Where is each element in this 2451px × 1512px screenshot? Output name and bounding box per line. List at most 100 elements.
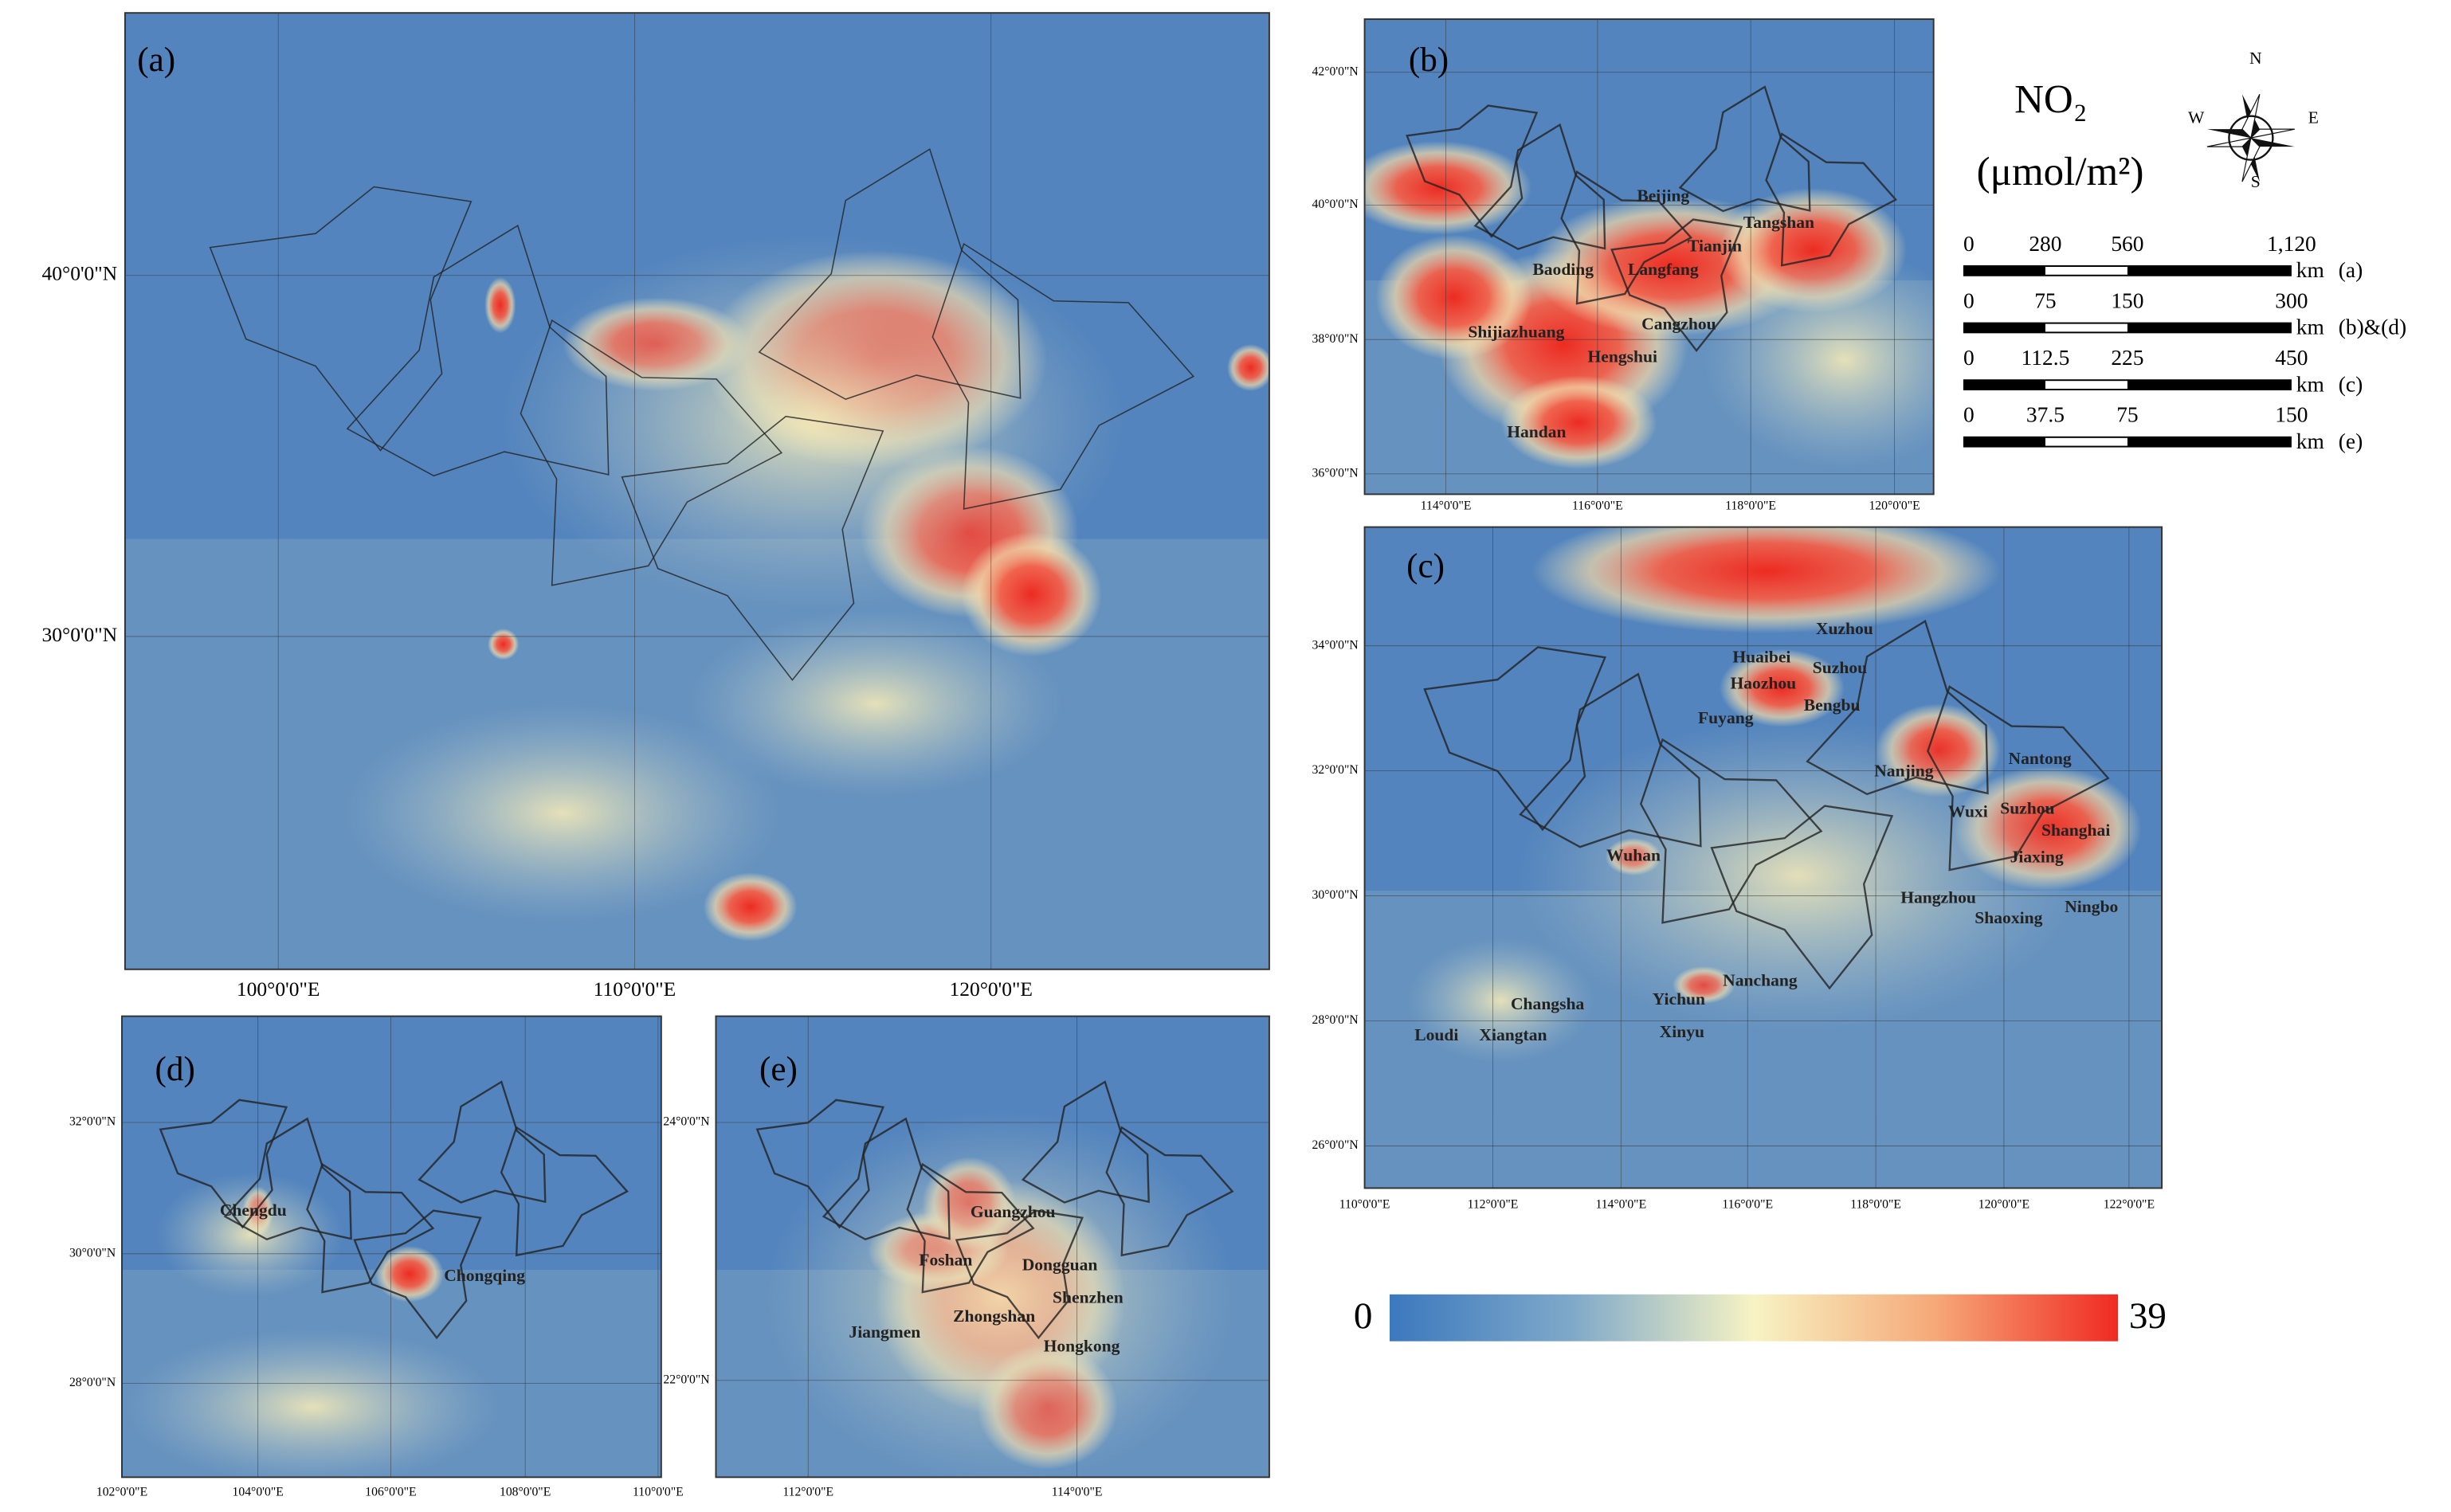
scale-tick-label: 280: [2029, 232, 2061, 256]
no2-hotspot: [156, 1172, 344, 1298]
scale-tick-label: 0: [1963, 288, 1975, 312]
map-panel: [1364, 527, 2163, 1189]
city-label: Langfang: [1628, 260, 1699, 279]
panel-frame: [715, 1015, 1270, 1479]
longitude-label: 106°0'0"E: [365, 1486, 416, 1499]
panel-label: (d): [155, 1051, 195, 1088]
no2-hotspot: [1406, 938, 1594, 1063]
city-label: Shijiazhuang: [1468, 322, 1564, 341]
city-label: Hengshui: [1588, 347, 1657, 366]
no2-hotspot: [1704, 250, 1934, 469]
boundary: [758, 148, 1022, 400]
boundary: [520, 319, 783, 586]
latitude-label: 40°0'0"N: [42, 262, 118, 285]
city-label: Foshan: [919, 1251, 972, 1270]
boundary: [306, 1162, 435, 1294]
city-label: Zhongshan: [953, 1306, 1035, 1326]
city-label: Wuhan: [1606, 845, 1661, 864]
latitude-label: 30°0'0"N: [42, 623, 118, 646]
longitude-label: 118°0'0"E: [1725, 499, 1776, 513]
scale-tick-label: 75: [2116, 403, 2138, 427]
city-label: Nantong: [2009, 749, 2072, 768]
no2-hotspot: [1516, 719, 2080, 1032]
boundary: [1519, 672, 1702, 848]
scale-bar-segment: [2045, 381, 2127, 389]
map-panel: [716, 1016, 1269, 1478]
panel-label: (b): [1409, 41, 1449, 79]
no2-hotspot: [1364, 141, 1532, 235]
longitude-label: 112°0'0"E: [1468, 1198, 1519, 1212]
colorbar-min: 0: [1354, 1295, 1373, 1337]
colorbar: [1389, 1294, 2119, 1342]
city-label: Chengdu: [220, 1201, 287, 1220]
no2-hotspot: [688, 609, 1063, 797]
city-label: Nanjing: [1874, 762, 1934, 781]
city-label: Dongguan: [1022, 1255, 1098, 1274]
city-label: Suzhou: [2000, 799, 2054, 818]
boundary: [159, 1099, 288, 1229]
latitude-label: 28°0'0"N: [1312, 1013, 1359, 1027]
boundary: [1806, 619, 1989, 796]
city-label: Jiaxing: [2010, 847, 2064, 866]
scale-tick-label: 1,120: [2267, 232, 2316, 256]
boundary: [1639, 738, 1823, 924]
compass-east: E: [2308, 108, 2319, 127]
no2-hotspot: [500, 234, 1126, 610]
no2-hotspot: [703, 872, 798, 942]
longitude-label: 116°0'0"E: [1572, 499, 1623, 513]
no2-hotspot: [343, 703, 782, 922]
no2-hotspot: [375, 1246, 445, 1302]
city-label: Jiangmen: [849, 1322, 920, 1342]
latitude-label: 26°0'0"N: [1312, 1138, 1359, 1152]
city-label: Shanghai: [2041, 821, 2110, 840]
boundary: [822, 1117, 951, 1241]
scale-tick-label: 112.5: [2022, 346, 2070, 370]
map-panel: [122, 1016, 661, 1478]
boundary: [500, 1126, 629, 1257]
scale-panels: (e): [2339, 429, 2363, 453]
scale-tick-label: 150: [2111, 288, 2143, 312]
panel-label: (e): [759, 1051, 798, 1088]
no2-hotspot: [1719, 648, 1845, 727]
scale-tick-label: 300: [2275, 288, 2308, 312]
city-label: Ningbo: [2065, 897, 2118, 916]
longitude-label: 110°0'0"E: [1339, 1198, 1390, 1212]
map-panel: [1364, 19, 1934, 495]
boundary: [931, 242, 1195, 510]
scale-tick-label: 75: [2034, 288, 2056, 312]
city-label: Xinyu: [1660, 1022, 1704, 1041]
city-label: Nanchang: [1723, 970, 1798, 989]
city-label: Bengbu: [1804, 695, 1861, 715]
city-label: Beijing: [1637, 186, 1689, 206]
panel-label: (c): [1406, 547, 1445, 585]
boundary: [1473, 123, 1606, 250]
city-label: Shaoxing: [1975, 908, 2042, 927]
latitude-label: 36°0'0"N: [1312, 467, 1359, 480]
boundary: [209, 186, 473, 452]
longitude-label: 120°0'0"E: [1869, 499, 1920, 513]
boundary: [418, 1080, 547, 1204]
city-label: Changsha: [1511, 994, 1585, 1013]
city-label: Baoding: [1532, 260, 1594, 279]
boundary: [1021, 1080, 1150, 1204]
no2-hotspot: [1500, 375, 1657, 470]
scale-unit: km: [2296, 372, 2324, 396]
city-label: Hongkong: [1044, 1336, 1120, 1355]
city-label: Xuzhou: [1816, 619, 1873, 638]
compass-north: N: [2249, 49, 2262, 68]
longitude-label: 120°0'0"E: [1978, 1198, 2029, 1212]
latitude-label: 34°0'0"N: [1312, 638, 1359, 652]
boundary: [1765, 132, 1898, 267]
map-panel: [124, 13, 1269, 969]
latitude-label: 38°0'0"N: [1312, 332, 1359, 346]
longitude-label: 110°0'0"E: [633, 1486, 684, 1499]
city-label: Hangzhou: [1900, 887, 1976, 907]
scale-tick-label: 150: [2275, 403, 2308, 427]
compass-point: [2206, 129, 2251, 139]
boundary: [1406, 104, 1539, 238]
boundary: [1560, 170, 1693, 305]
latitude-label: 28°0'0"N: [69, 1376, 116, 1389]
legend-title: NO₂: [2014, 78, 2087, 123]
longitude-label: 104°0'0"E: [233, 1486, 284, 1499]
boundary: [1710, 805, 1894, 990]
